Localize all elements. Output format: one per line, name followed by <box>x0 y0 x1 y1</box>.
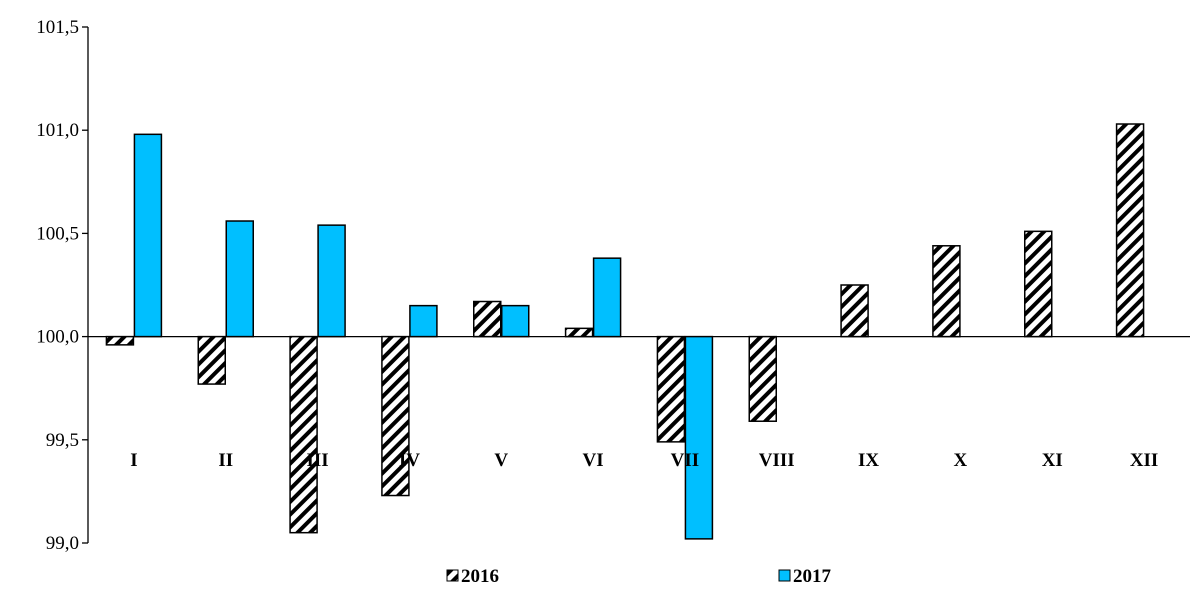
bars <box>105 123 1145 540</box>
legend-swatch-2016 <box>446 569 459 582</box>
bar-2017-VI <box>592 257 622 338</box>
bar-2016-IX <box>840 284 869 338</box>
bar-2016-I <box>105 335 135 346</box>
x-tick-label: X <box>954 450 968 471</box>
axes: 99,0 99,5 100,0 100,5 101,0 101,5 <box>36 17 1190 554</box>
bar-2016-VII <box>656 335 686 443</box>
x-tick-label: VII <box>671 450 700 471</box>
x-tick-label: VIII <box>759 450 795 471</box>
x-tick-label: I <box>130 450 137 471</box>
bar-2017-II <box>225 220 254 338</box>
y-tick-label: 101,0 <box>36 120 79 141</box>
bar-2016-XI <box>1024 230 1053 338</box>
bar-2016-XII <box>1115 123 1145 338</box>
bar-2016-VI <box>564 327 594 338</box>
x-tick-label: III <box>306 450 328 471</box>
y-tick-label: 101,5 <box>36 17 79 38</box>
x-tick-label: V <box>494 450 508 471</box>
bar-2016-V <box>473 300 502 338</box>
bar-2016-X <box>932 245 961 338</box>
x-tick-label: XI <box>1042 450 1063 471</box>
bar-2017-VII <box>684 335 714 540</box>
y-tick-label: 100,0 <box>36 327 79 348</box>
bar-2017-IV <box>409 304 438 338</box>
x-tick-label: IX <box>858 450 879 471</box>
category-labels: I II III IV V VI VII VIII IX X XI XII <box>130 450 1158 471</box>
x-tick-label: VI <box>583 450 604 471</box>
x-tick-label: II <box>218 450 233 471</box>
bar-2016-III <box>289 335 318 534</box>
y-tick-label: 99,0 <box>46 533 79 554</box>
bar-2016-II <box>197 335 226 385</box>
y-tick-label: 99,5 <box>46 430 79 451</box>
bar-2017-III <box>317 224 346 338</box>
bar-2016-IV <box>381 335 410 497</box>
legend: 2016 2017 <box>446 566 832 587</box>
legend-swatch-2017 <box>778 569 791 582</box>
x-tick-label: XII <box>1130 450 1159 471</box>
bar-2017-I <box>133 133 163 338</box>
y-tick-label: 100,5 <box>36 223 79 244</box>
legend-label-2017: 2017 <box>793 566 832 585</box>
bar-2017-V <box>501 304 530 338</box>
bar-2016-VIII <box>748 335 777 422</box>
x-tick-label: IV <box>399 450 420 471</box>
legend-label-2016: 2016 <box>461 566 499 585</box>
